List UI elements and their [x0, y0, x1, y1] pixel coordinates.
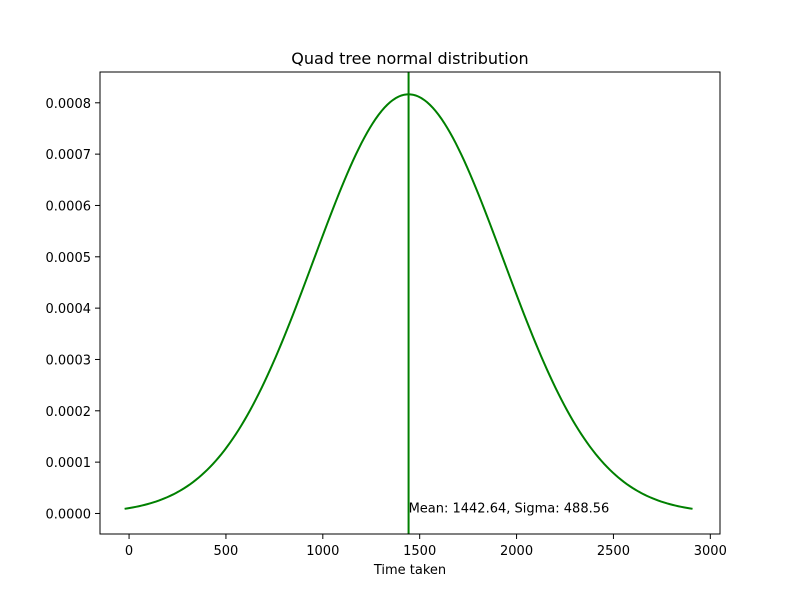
stats-annotation: Mean: 1442.64, Sigma: 488.56	[409, 501, 610, 516]
plot-area: Mean: 1442.64, Sigma: 488.56	[99, 71, 721, 535]
x-tick-label: 0	[125, 544, 133, 559]
y-axis: 0.0000 0.0001 0.0002 0.0003 0.0004 0.0005 0.00…	[46, 97, 100, 522]
y-tick-label: 0.0006	[46, 199, 92, 214]
x-tick-label: 3000	[694, 544, 727, 559]
y-tick-label: 0.0002	[46, 405, 92, 420]
x-tick-label: 1000	[306, 544, 339, 559]
x-tick-label: 2000	[500, 544, 533, 559]
y-tick-label: 0.0003	[46, 353, 92, 368]
y-tick-label: 0.0001	[46, 456, 92, 471]
y-tick-label: 0.0007	[46, 148, 92, 163]
chart-title: Quad tree normal distribution	[291, 49, 528, 68]
x-tick-label: 1500	[403, 544, 436, 559]
x-axis-label: Time taken	[373, 563, 446, 578]
x-tick-label: 2500	[597, 544, 630, 559]
y-tick-label: 0.0004	[46, 302, 92, 317]
y-tick-label: 0.0008	[46, 97, 92, 112]
x-tick-label: 500	[214, 544, 239, 559]
x-axis: 0 500 1000 1500 2000 2500 3000	[125, 534, 727, 559]
axes-frame	[99, 71, 721, 535]
y-tick-label: 0.0005	[46, 251, 92, 266]
y-tick-label: 0.0000	[46, 507, 92, 522]
